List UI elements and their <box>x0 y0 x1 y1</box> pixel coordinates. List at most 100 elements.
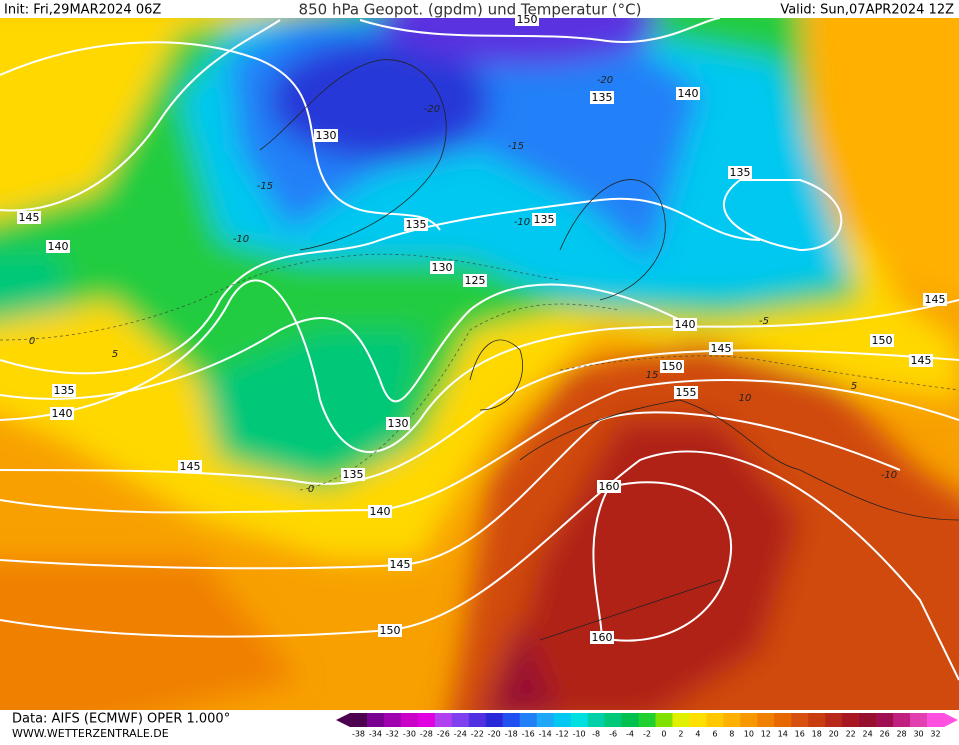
temperature-label: -10 <box>881 470 897 481</box>
init-time: Init: Fri,29MAR2024 06Z <box>4 3 161 18</box>
label-box <box>728 166 752 179</box>
colorbar-swatch <box>757 713 775 727</box>
label-box <box>676 87 700 100</box>
colorbar-tick-label: -26 <box>437 730 450 739</box>
colorbar-swatch <box>825 713 843 727</box>
colorbar-tick-label: 12 <box>761 730 771 739</box>
colorbar-swatch <box>655 713 673 727</box>
geopotential-label: 135 <box>730 166 751 179</box>
colorbar-swatch <box>536 713 555 727</box>
valid-time: Valid: Sun,07APR2024 12Z <box>780 3 954 18</box>
label-box <box>388 558 412 571</box>
colorbar-swatch <box>927 713 945 727</box>
colorbar-swatch <box>468 713 487 727</box>
geopotential-label: 140 <box>48 240 69 253</box>
geopotential-label: 135 <box>534 213 555 226</box>
colorbar-swatch <box>689 713 707 727</box>
temperature-label: 5 <box>851 381 857 392</box>
geopotential-label: 150 <box>872 334 893 347</box>
colorbar-swatch <box>672 713 690 727</box>
colorbar-swatch <box>502 713 521 727</box>
geopotential-label: 135 <box>406 218 427 231</box>
colorbar-tick-label: -22 <box>471 730 484 739</box>
temperature-label: -15 <box>508 141 524 152</box>
colorbar-tick-label: -38 <box>352 730 365 739</box>
colorbar-tick-label: 20 <box>829 730 839 739</box>
colorbar-swatch <box>451 713 470 727</box>
label-box <box>597 480 621 493</box>
geopotential-label: 145 <box>180 460 201 473</box>
colorbar-tick-label: 2 <box>678 730 683 739</box>
geopotential-label: 155 <box>676 386 697 399</box>
colorbar-swatch <box>485 713 504 727</box>
temperature-label: -20 <box>424 104 440 115</box>
temperature-label: -10 <box>514 217 530 228</box>
label-box <box>674 386 698 399</box>
colorbar-swatch <box>350 713 368 727</box>
colorbar-end <box>944 713 958 727</box>
colorbar-tick-label: -2 <box>643 730 651 739</box>
geopotential-label: 135 <box>343 468 364 481</box>
label-box <box>50 407 74 420</box>
label-box <box>386 417 410 430</box>
temperature-label: -20 <box>597 75 613 86</box>
colorbar-tick-label: 24 <box>863 730 873 739</box>
colorbar-tick-label: 14 <box>778 730 788 739</box>
colorbar-swatch <box>723 713 741 727</box>
colorbar-tick-label: 32 <box>930 730 940 739</box>
colorbar-tick-label: 22 <box>846 730 856 739</box>
geopotential-label: 150 <box>517 13 538 26</box>
colorbar-swatch <box>893 713 911 727</box>
colorbar-tick-label: -24 <box>454 730 467 739</box>
colorbar-tick-label: 16 <box>795 730 805 739</box>
geopotential-contours <box>0 18 959 681</box>
colorbar-swatch <box>859 713 877 727</box>
colorbar-tick-label: -10 <box>573 730 586 739</box>
label-box <box>341 468 365 481</box>
label-box <box>673 318 697 331</box>
temperature-label: 10 <box>739 393 752 404</box>
data-source: Data: AIFS (ECMWF) OPER 1.000° <box>12 712 230 727</box>
geopotential-label: 140 <box>52 407 73 420</box>
colorbar-end <box>336 713 350 727</box>
label-box <box>515 13 539 26</box>
geopotential-label: 140 <box>675 318 696 331</box>
colorbar-swatch <box>808 713 826 727</box>
geopotential-label: 125 <box>465 274 486 287</box>
temperature-label: -5 <box>759 316 769 327</box>
colorbar-tick-label: -4 <box>626 730 634 739</box>
colorbar-swatch <box>434 713 453 727</box>
label-box <box>17 211 41 224</box>
colorbar-swatch <box>842 713 860 727</box>
temperature-label: 0 <box>308 484 314 495</box>
label-box <box>590 631 614 644</box>
colorbar-tick-label: 28 <box>896 730 906 739</box>
colorbar-tick-label: 0 <box>661 730 666 739</box>
label-box <box>463 274 487 287</box>
colorbar-swatch <box>604 713 623 727</box>
colorbar-tick-label: -6 <box>609 730 617 739</box>
colorbar-swatch <box>791 713 809 727</box>
map-title: 850 hPa Geopot. (gpdm) und Temperatur (°… <box>299 1 642 19</box>
colorbar-tick-label: -14 <box>539 730 552 739</box>
colorbar-tick-label: 6 <box>712 730 717 739</box>
colorbar-tick-label: -32 <box>386 730 399 739</box>
colorbar-tick-label: -30 <box>403 730 416 739</box>
label-box <box>532 213 556 226</box>
geopotential-label: 130 <box>432 261 453 274</box>
label-box <box>923 293 947 306</box>
label-box <box>314 129 338 142</box>
colorbar-swatch <box>910 713 928 727</box>
temperature-label: -15 <box>257 181 273 192</box>
colorbar-swatch <box>383 713 402 727</box>
temperature-label: 15 <box>646 370 659 381</box>
geopotential-label: 145 <box>19 211 40 224</box>
colorbar-swatch <box>587 713 606 727</box>
label-box <box>660 360 684 373</box>
geopotential-label: 150 <box>662 360 683 373</box>
colorbar-swatch <box>366 713 385 727</box>
colorbar-swatch <box>638 713 656 727</box>
colorbar-swatch <box>706 713 724 727</box>
